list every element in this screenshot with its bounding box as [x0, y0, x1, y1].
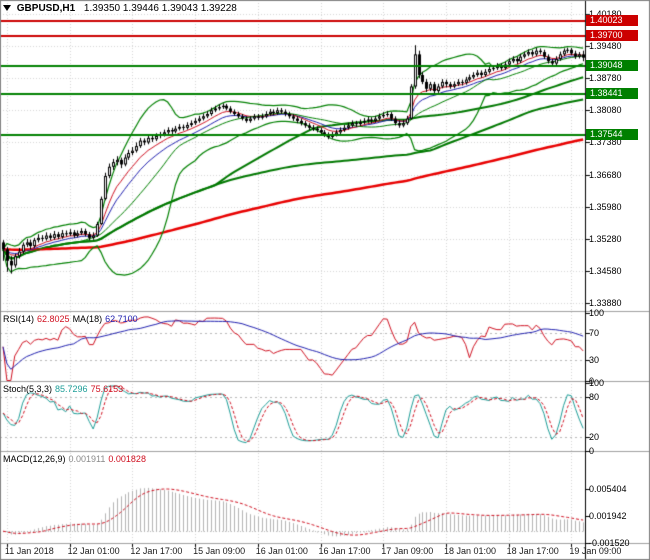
rsi-scale-tick: 30: [589, 355, 600, 366]
time-axis-label: 16 Jan 17:00: [318, 546, 371, 556]
rsi-pane[interactable]: RSI(14) 62.8025 MA(18) 62.7100: [0, 312, 585, 381]
time-axis-label: 11 Jan 2018: [4, 546, 54, 556]
price-level-flag-support[interactable]: 1.37544: [586, 128, 638, 140]
macd-indicator-label: MACD(12,26,9) 0.001911 0.001828: [3, 454, 149, 464]
price-axis-tick: 1.35980: [589, 201, 622, 212]
pane-separator[interactable]: [0, 541, 650, 545]
time-axis-label: 15 Jan 09:00: [193, 546, 246, 556]
stoch-name: Stoch(5,3,3): [3, 384, 53, 394]
price-axis-tick: 1.35280: [589, 233, 622, 244]
stoch-d-value: 75.6153: [90, 384, 124, 394]
pane-separator[interactable]: [0, 309, 650, 313]
stoch-indicator-label: Stoch(5,3,3) 85.7296 75.6153: [3, 384, 126, 394]
rsi-value: 62.8025: [37, 314, 70, 324]
rsi-ma-name: MA(18): [72, 314, 103, 324]
chart-title: GBPUSD,H1 1.39350 1.39446 1.39043 1.3922…: [3, 3, 237, 14]
price-axis-tick: 1.36680: [589, 169, 622, 180]
stoch-k-value: 85.7296: [55, 384, 88, 394]
price-level-flag-resistance[interactable]: 1.39700: [586, 30, 638, 42]
time-axis-label: 18 Jan 01:00: [443, 546, 496, 556]
pane-separator[interactable]: [0, 449, 650, 453]
rsi-ma-value: 62.7100: [105, 314, 138, 324]
pane-separator[interactable]: [0, 379, 650, 383]
time-axis-label: 17 Jan 09:00: [381, 546, 434, 556]
chart-ohlc-values: 1.39350 1.39446 1.39043 1.39228: [83, 3, 237, 14]
price-axis-tick: 1.38780: [589, 73, 622, 84]
price-axis-tick: 1.40180: [589, 9, 622, 19]
stoch-scale-tick: 0: [589, 445, 595, 456]
price-axis-tick: 1.38080: [589, 105, 622, 116]
price-axis-tick: 1.34580: [589, 265, 622, 276]
time-axis[interactable]: 11 Jan 2018 12 Jan 01:00 12 Jan 17:00 15 Ja…: [0, 543, 650, 560]
time-axis-label: 19 Jan 09:00: [569, 546, 622, 556]
time-axis-label: 12 Jan 01:00: [67, 546, 120, 556]
macd-pane[interactable]: MACD(12,26,9) 0.001911 0.001828: [0, 452, 585, 543]
rsi-scale-tick: 0: [589, 375, 595, 386]
stoch-scale-tick: 100: [589, 378, 605, 388]
macd-value: 0.001911: [68, 454, 106, 464]
time-axis-label: 12 Jan 17:00: [130, 546, 183, 556]
stoch-pane[interactable]: Stoch(5,3,3) 85.7296 75.6153: [0, 382, 585, 451]
macd-signal-value: 0.001828: [108, 454, 146, 464]
macd-name: MACD(12,26,9): [3, 454, 66, 464]
rsi-scale-tick: 70: [589, 328, 600, 339]
price-axis-tick: 1.33880: [589, 298, 622, 308]
chart-dropdown-icon[interactable]: [3, 5, 11, 15]
stoch-scale-tick: 20: [589, 432, 600, 442]
macd-scale-tick: -0.001520: [589, 538, 630, 548]
price-pane[interactable]: GBPUSD,H1 1.39350 1.39446 1.39043 1.3922…: [0, 0, 585, 311]
price-axis-tick: 1.37380: [589, 137, 622, 148]
rsi-scale-tick: 100: [589, 308, 605, 318]
price-level-flag-support[interactable]: 1.39048: [586, 59, 638, 71]
time-axis-label: 18 Jan 17:00: [506, 546, 559, 556]
macd-scale-tick: 0.001942: [589, 511, 627, 521]
macd-scale-tick: 0.005404: [589, 484, 627, 494]
price-level-flag-support[interactable]: 1.38441: [586, 87, 638, 99]
price-level-flag-resistance[interactable]: 1.40023: [586, 15, 638, 27]
time-axis-label: 16 Jan 01:00: [255, 546, 308, 556]
rsi-name: RSI(14): [3, 314, 35, 324]
price-axis-tick: 1.39480: [589, 41, 622, 52]
stoch-scale-tick: 80: [589, 391, 600, 402]
chart-symbol-period: GBPUSD,H1: [16, 3, 76, 14]
rsi-indicator-label: RSI(14) 62.8025 MA(18) 62.7100: [3, 314, 141, 324]
price-axis[interactable]: 1.40180 1.39480 1.38780 1.38080 1.37380 1.366…: [585, 0, 650, 548]
